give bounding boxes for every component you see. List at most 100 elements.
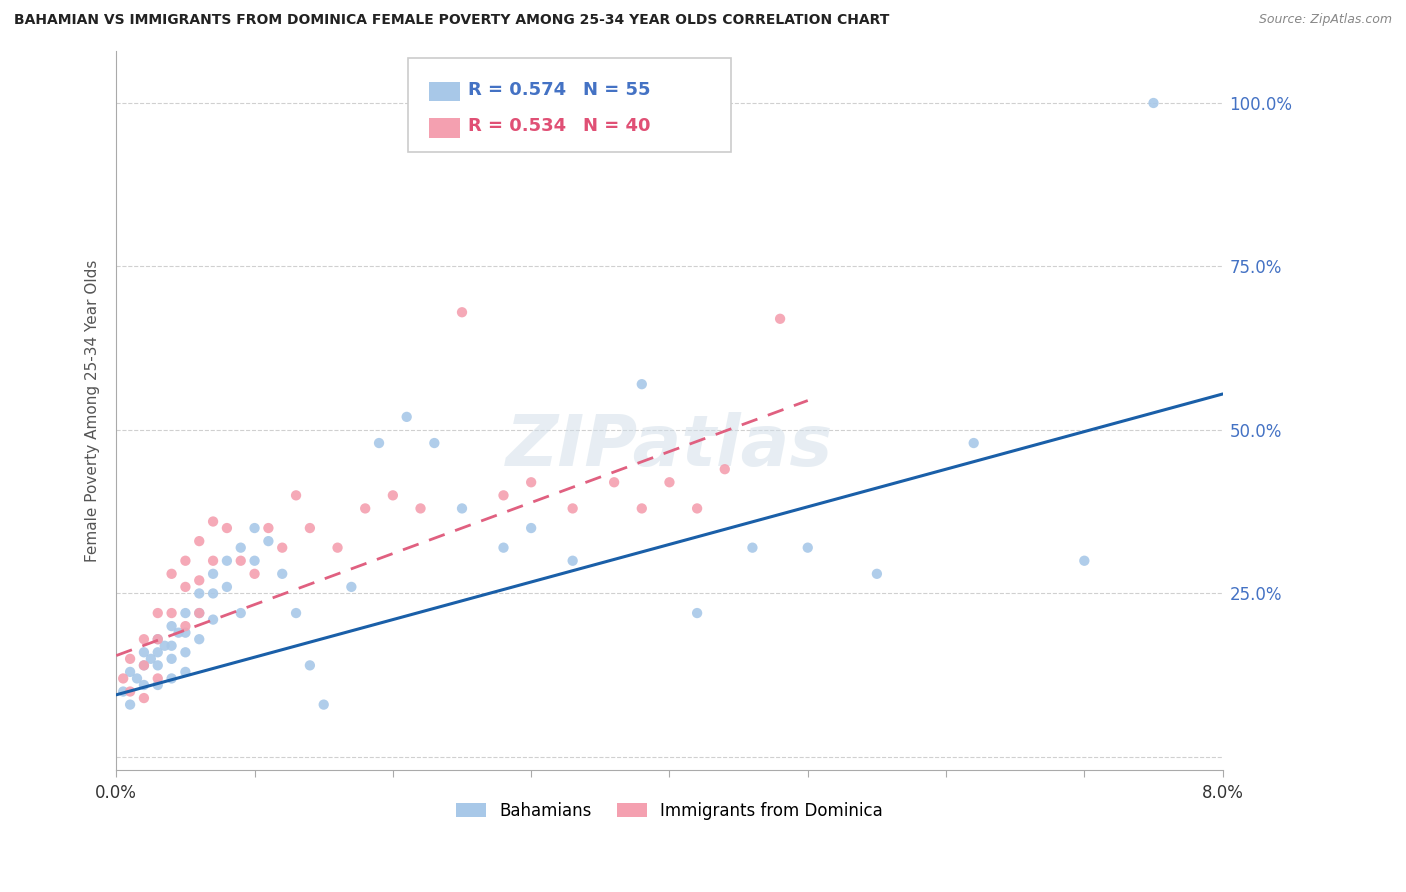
- Point: [686, 501, 709, 516]
- Point: [160, 606, 183, 620]
- Point: [271, 541, 294, 555]
- Point: [451, 305, 474, 319]
- Point: [132, 645, 155, 659]
- Point: [243, 554, 266, 568]
- Point: [561, 501, 583, 516]
- Point: [160, 639, 183, 653]
- Point: [188, 632, 211, 647]
- Point: [120, 652, 142, 666]
- Point: [146, 606, 169, 620]
- Point: [120, 665, 142, 679]
- Point: [215, 521, 238, 535]
- Point: [215, 580, 238, 594]
- Point: [368, 436, 391, 450]
- Point: [174, 625, 197, 640]
- Point: [120, 698, 142, 712]
- Point: [520, 475, 543, 490]
- Point: [215, 554, 238, 568]
- Point: [354, 501, 377, 516]
- Point: [451, 501, 474, 516]
- Point: [229, 554, 252, 568]
- Point: [160, 672, 183, 686]
- Point: [146, 632, 169, 647]
- Point: [866, 566, 889, 581]
- Point: [381, 488, 404, 502]
- Point: [658, 475, 681, 490]
- Point: [125, 672, 148, 686]
- Point: [298, 521, 321, 535]
- Point: [561, 554, 583, 568]
- Y-axis label: Female Poverty Among 25-34 Year Olds: Female Poverty Among 25-34 Year Olds: [86, 260, 100, 562]
- Point: [160, 566, 183, 581]
- Point: [132, 678, 155, 692]
- Point: [120, 684, 142, 698]
- Point: [492, 488, 515, 502]
- Point: [257, 521, 280, 535]
- Point: [686, 606, 709, 620]
- Point: [312, 698, 335, 712]
- Point: [395, 409, 418, 424]
- Point: [153, 639, 176, 653]
- Point: [139, 652, 162, 666]
- Point: [174, 619, 197, 633]
- Point: [132, 632, 155, 647]
- Point: [492, 541, 515, 555]
- Point: [188, 586, 211, 600]
- Point: [340, 580, 363, 594]
- Point: [285, 606, 308, 620]
- Point: [167, 625, 190, 640]
- Point: [326, 541, 349, 555]
- Point: [174, 554, 197, 568]
- Point: [188, 574, 211, 588]
- Point: [132, 658, 155, 673]
- Text: BAHAMIAN VS IMMIGRANTS FROM DOMINICA FEMALE POVERTY AMONG 25-34 YEAR OLDS CORREL: BAHAMIAN VS IMMIGRANTS FROM DOMINICA FEM…: [14, 13, 890, 28]
- Text: Source: ZipAtlas.com: Source: ZipAtlas.com: [1258, 13, 1392, 27]
- Point: [202, 515, 225, 529]
- Point: [132, 658, 155, 673]
- Point: [797, 541, 820, 555]
- Point: [160, 619, 183, 633]
- Point: [229, 606, 252, 620]
- Point: [202, 613, 225, 627]
- Point: [1073, 554, 1095, 568]
- Point: [202, 566, 225, 581]
- Point: [174, 665, 197, 679]
- Point: [409, 501, 432, 516]
- Point: [160, 652, 183, 666]
- Text: N = 55: N = 55: [583, 80, 651, 98]
- Point: [174, 645, 197, 659]
- Point: [243, 521, 266, 535]
- Point: [271, 566, 294, 581]
- Point: [423, 436, 446, 450]
- Point: [188, 606, 211, 620]
- Point: [630, 377, 652, 392]
- Point: [769, 311, 792, 326]
- Point: [630, 501, 652, 516]
- Point: [741, 541, 763, 555]
- Point: [202, 586, 225, 600]
- Legend: Bahamians, Immigrants from Dominica: Bahamians, Immigrants from Dominica: [450, 795, 890, 826]
- Point: [202, 554, 225, 568]
- Point: [603, 475, 626, 490]
- Text: R = 0.574: R = 0.574: [468, 80, 567, 98]
- Point: [146, 632, 169, 647]
- Point: [285, 488, 308, 502]
- Text: ZIPatlas: ZIPatlas: [506, 412, 834, 481]
- Point: [1142, 95, 1164, 110]
- Point: [963, 436, 986, 450]
- Point: [146, 672, 169, 686]
- Point: [132, 691, 155, 706]
- Point: [174, 606, 197, 620]
- Point: [146, 658, 169, 673]
- Point: [188, 534, 211, 549]
- Point: [146, 678, 169, 692]
- Point: [257, 534, 280, 549]
- Point: [112, 684, 135, 698]
- Text: R = 0.534: R = 0.534: [468, 117, 567, 135]
- Point: [188, 606, 211, 620]
- Point: [243, 566, 266, 581]
- Point: [174, 580, 197, 594]
- Text: N = 40: N = 40: [583, 117, 651, 135]
- Point: [229, 541, 252, 555]
- Point: [298, 658, 321, 673]
